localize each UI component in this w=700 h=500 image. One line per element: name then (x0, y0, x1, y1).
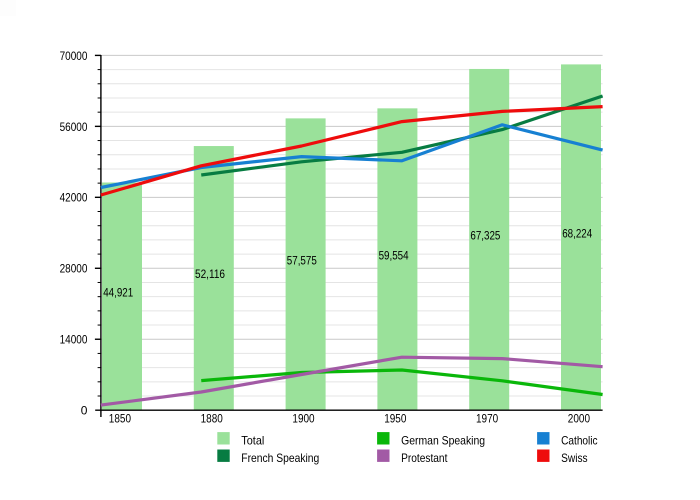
svg-text:70000: 70000 (60, 49, 88, 63)
svg-text:28000: 28000 (60, 262, 88, 276)
svg-text:French Speaking: French Speaking (241, 451, 319, 465)
svg-text:Protestant: Protestant (401, 451, 448, 465)
svg-text:59,554: 59,554 (379, 248, 409, 262)
svg-text:1970: 1970 (476, 411, 498, 425)
svg-text:2000: 2000 (568, 411, 590, 425)
svg-text:44,921: 44,921 (103, 285, 133, 299)
svg-text:0: 0 (81, 404, 88, 418)
svg-text:68,224: 68,224 (562, 226, 592, 240)
svg-text:German Speaking: German Speaking (401, 434, 485, 448)
svg-text:52,116: 52,116 (195, 267, 225, 281)
svg-text:1950: 1950 (384, 411, 406, 425)
svg-text:14000: 14000 (60, 333, 88, 347)
svg-text:1900: 1900 (292, 411, 314, 425)
svg-text:Catholic: Catholic (561, 434, 598, 448)
svg-text:57,575: 57,575 (287, 253, 317, 267)
svg-text:67,325: 67,325 (470, 229, 500, 243)
svg-text:42000: 42000 (60, 191, 88, 205)
svg-text:Swiss: Swiss (561, 451, 588, 465)
svg-text:56000: 56000 (60, 120, 88, 134)
svg-text:1850: 1850 (109, 411, 131, 425)
svg-text:Total: Total (241, 434, 264, 448)
svg-text:1880: 1880 (201, 411, 223, 425)
